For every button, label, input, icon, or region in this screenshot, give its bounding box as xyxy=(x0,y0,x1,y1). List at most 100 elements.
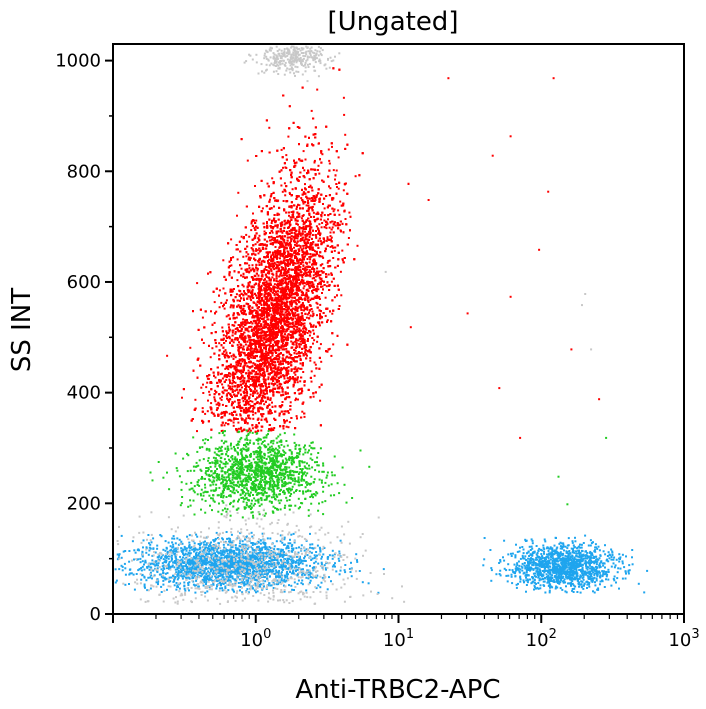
data-point xyxy=(304,351,307,354)
data-point xyxy=(196,430,198,433)
data-point xyxy=(300,197,303,200)
data-point xyxy=(284,244,287,247)
data-point xyxy=(340,294,343,297)
data-point xyxy=(268,126,271,129)
data-point xyxy=(273,268,276,271)
data-point xyxy=(240,346,243,349)
data-point xyxy=(228,387,230,390)
data-point xyxy=(294,311,297,314)
data-point xyxy=(214,400,217,403)
data-point xyxy=(339,200,342,203)
data-point xyxy=(228,273,231,276)
data-point xyxy=(262,271,265,274)
data-point xyxy=(250,312,253,315)
data-point xyxy=(329,187,332,190)
data-point xyxy=(285,347,288,350)
data-point xyxy=(239,307,242,310)
data-point xyxy=(309,258,312,261)
data-point xyxy=(263,323,266,326)
data-point xyxy=(301,302,304,304)
data-point xyxy=(248,311,251,314)
data-point xyxy=(219,397,222,400)
data-point xyxy=(270,254,273,257)
data-point xyxy=(240,267,243,270)
data-point xyxy=(302,371,305,373)
data-point xyxy=(250,356,253,359)
data-point xyxy=(251,400,254,403)
data-point xyxy=(263,295,266,298)
data-point xyxy=(237,346,240,349)
data-point xyxy=(316,227,319,230)
data-point xyxy=(255,219,258,222)
data-point xyxy=(337,209,340,212)
data-point xyxy=(280,346,283,348)
data-point xyxy=(272,339,275,341)
data-point xyxy=(258,234,261,237)
data-point xyxy=(344,133,347,136)
data-point xyxy=(248,235,251,238)
data-point xyxy=(278,213,281,216)
data-point xyxy=(287,135,290,138)
data-point xyxy=(285,304,288,306)
data-point xyxy=(311,277,314,280)
data-point xyxy=(323,239,326,242)
data-point xyxy=(236,214,238,217)
data-point xyxy=(263,389,266,392)
data-point xyxy=(269,198,271,201)
data-point xyxy=(259,300,262,303)
data-point xyxy=(274,199,277,202)
data-point xyxy=(210,402,213,405)
data-point xyxy=(311,253,314,256)
data-point xyxy=(280,334,283,337)
data-point xyxy=(254,236,257,239)
data-point xyxy=(302,305,305,308)
data-point xyxy=(250,325,253,328)
data-point xyxy=(283,410,286,413)
data-point xyxy=(323,219,326,222)
data-point xyxy=(245,403,248,406)
data-point xyxy=(285,285,288,288)
data-points xyxy=(114,45,649,605)
data-point xyxy=(290,340,293,343)
data-point xyxy=(252,417,255,420)
data-point xyxy=(272,316,275,319)
data-point xyxy=(276,285,279,288)
data-point xyxy=(239,380,242,383)
data-point xyxy=(301,298,304,301)
data-point xyxy=(279,314,282,317)
data-point xyxy=(238,345,241,348)
data-point xyxy=(264,384,267,387)
data-point xyxy=(247,253,250,256)
data-point xyxy=(254,357,256,359)
data-point xyxy=(267,363,270,366)
data-point xyxy=(311,234,314,236)
data-point xyxy=(254,387,256,390)
data-point xyxy=(297,322,300,324)
data-point xyxy=(332,246,335,249)
data-point xyxy=(291,259,294,262)
data-point xyxy=(234,327,237,330)
data-point xyxy=(295,338,298,341)
data-point xyxy=(240,351,243,354)
data-point xyxy=(256,377,259,380)
data-point xyxy=(244,354,247,357)
data-point xyxy=(294,262,297,265)
data-point xyxy=(302,319,305,322)
data-point xyxy=(298,228,301,231)
data-point xyxy=(303,244,306,247)
data-point xyxy=(313,250,316,253)
data-point xyxy=(237,191,240,194)
data-point xyxy=(337,156,340,159)
data-point xyxy=(356,244,359,247)
data-point xyxy=(263,289,266,292)
data-point xyxy=(246,240,248,243)
data-point xyxy=(309,273,312,276)
data-point xyxy=(307,299,309,302)
data-point xyxy=(238,351,241,354)
data-point xyxy=(255,248,258,251)
data-point xyxy=(330,354,333,357)
data-point xyxy=(250,247,253,249)
data-point xyxy=(299,289,302,292)
data-point xyxy=(234,389,237,392)
data-point xyxy=(294,217,297,220)
